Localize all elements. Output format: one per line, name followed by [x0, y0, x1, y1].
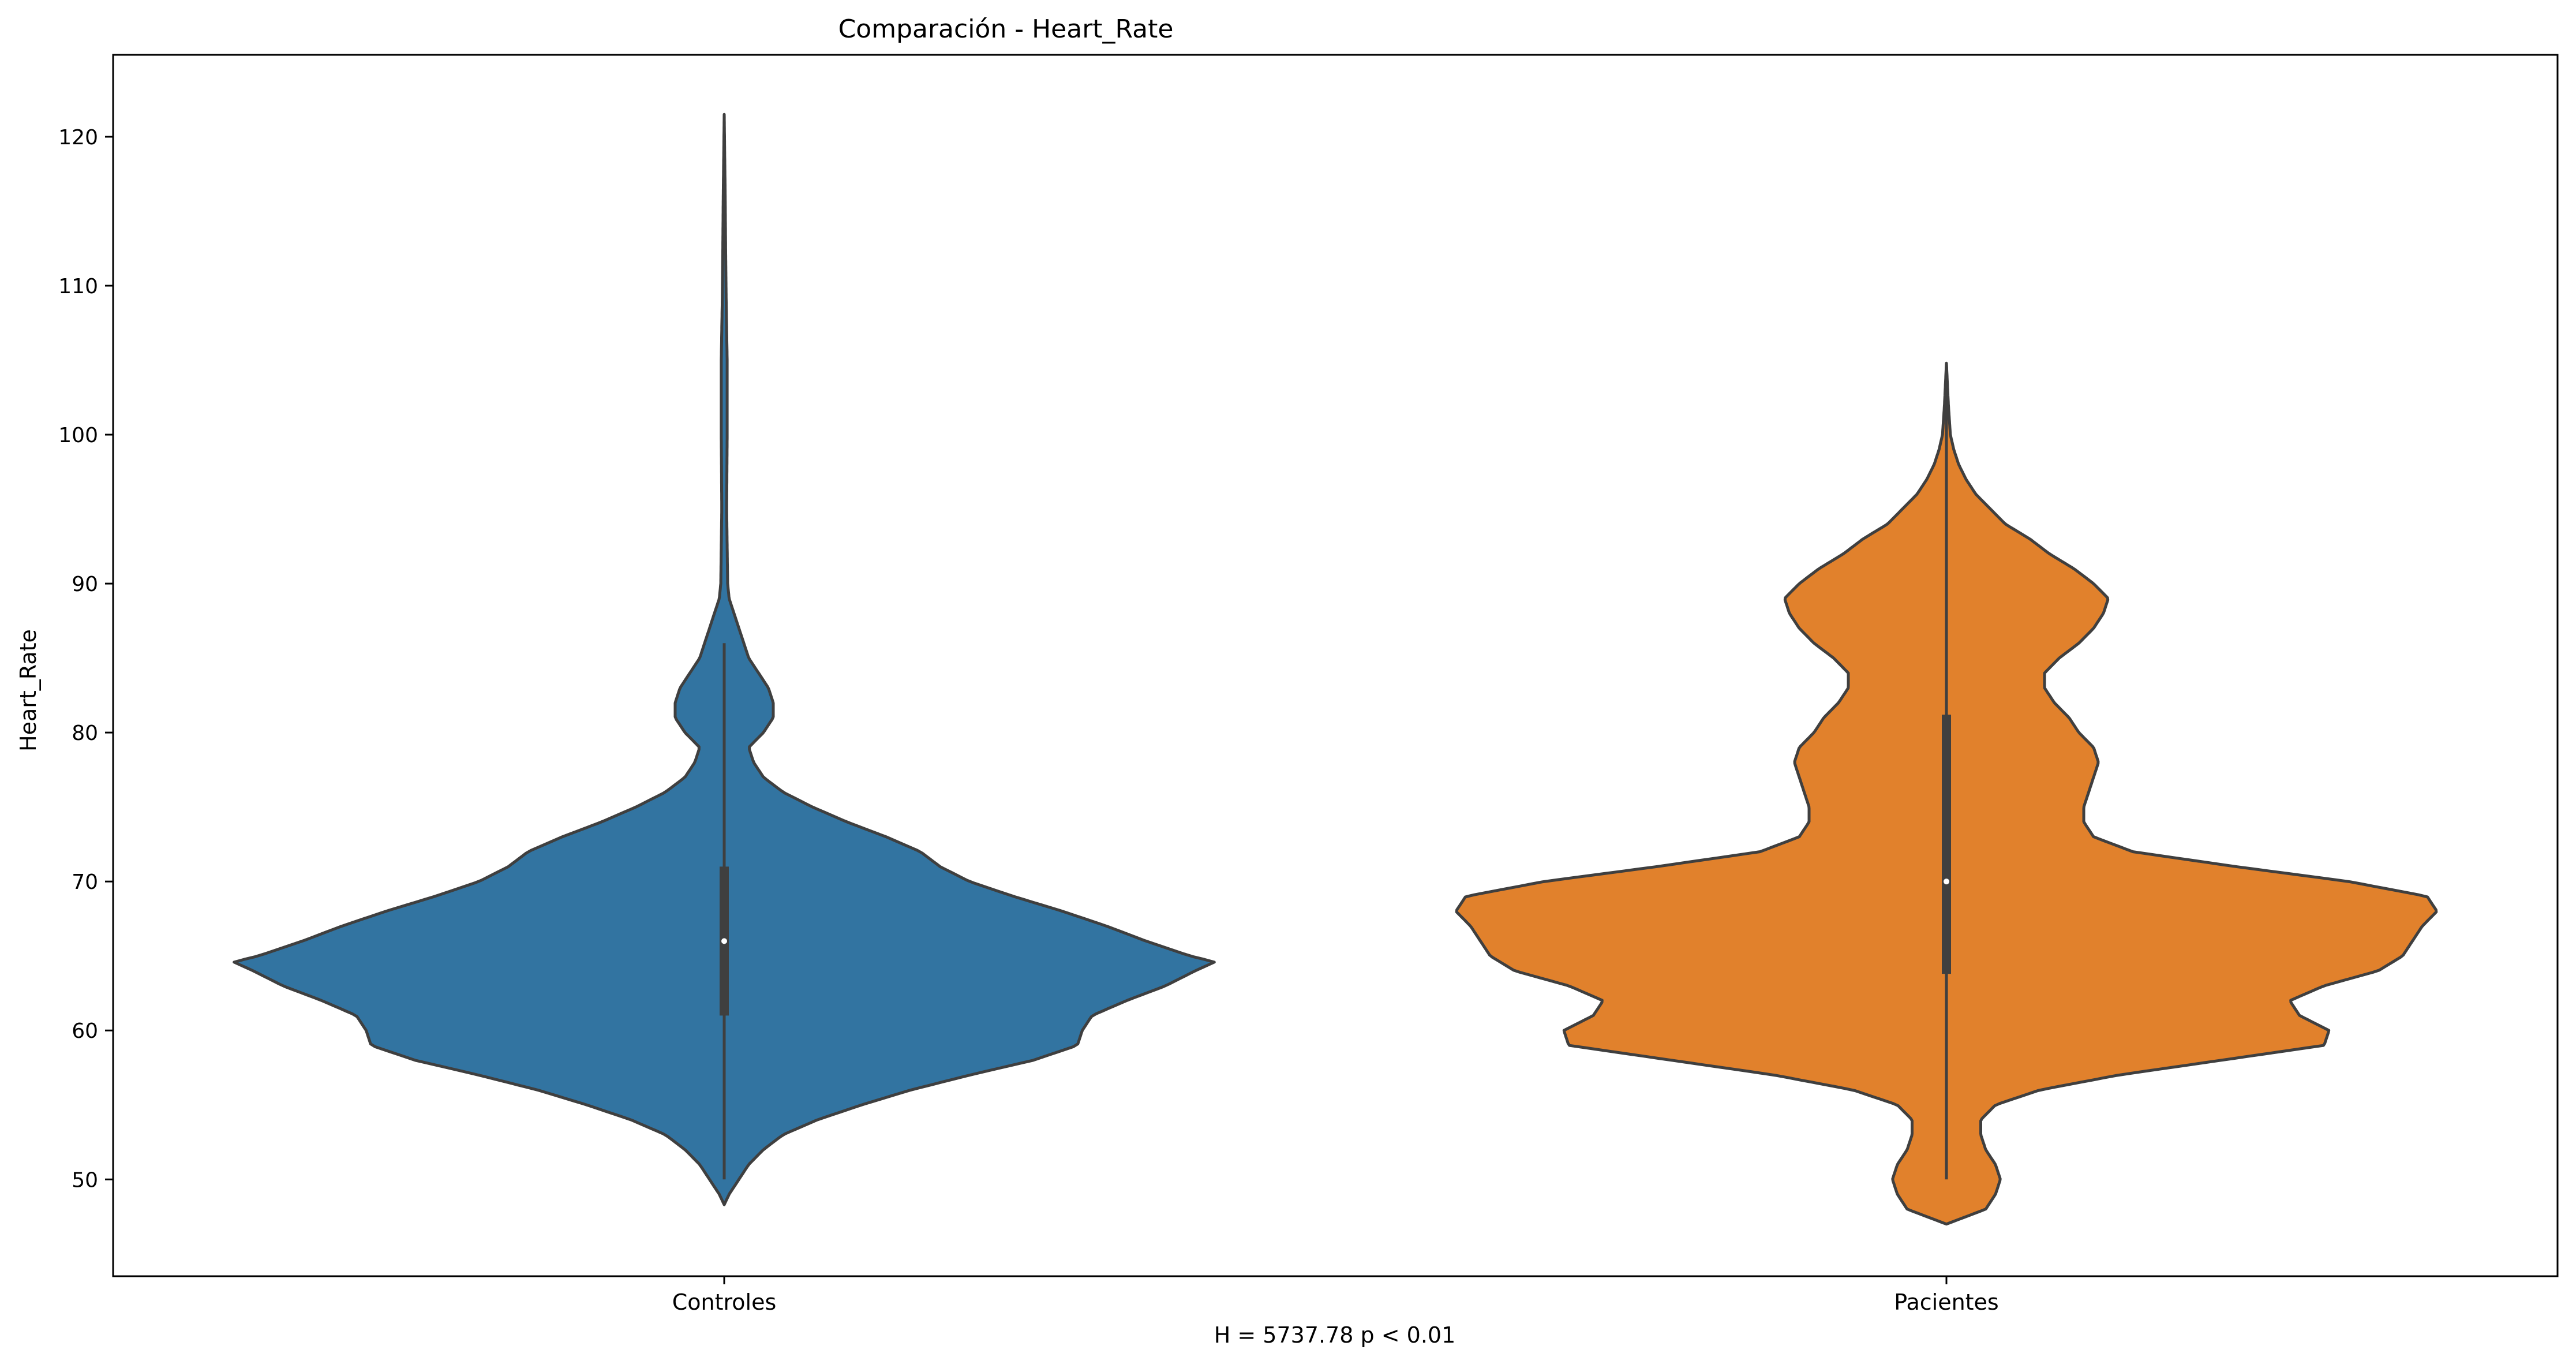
iqr-box-pacientes: [1942, 715, 1951, 974]
y-axis-label: Heart_Rate: [16, 629, 41, 752]
x-tick-label: Controles: [672, 1289, 777, 1315]
y-tick-label: 120: [58, 126, 98, 149]
y-tick-label: 60: [72, 1019, 98, 1043]
median-marker-pacientes: [1944, 879, 1949, 885]
y-tick-label: 80: [72, 722, 98, 745]
chart-title: Comparación - Heart_Rate: [838, 14, 1174, 44]
inner-box-layer: [720, 363, 1951, 1180]
y-axis: 50 60 70 80 90 100 110 120: [58, 126, 113, 1192]
median-marker-controles: [721, 938, 727, 944]
y-tick-label: 50: [72, 1168, 98, 1192]
x-axis-label: H = 5737.78 p < 0.01: [1214, 1322, 1456, 1348]
y-tick-label: 110: [58, 275, 98, 298]
y-tick-label: 70: [72, 870, 98, 894]
x-tick-label: Pacientes: [1894, 1289, 1998, 1315]
x-axis: Controles Pacientes: [672, 1276, 1999, 1315]
plot-frame: [112, 54, 2559, 1277]
y-tick-label: 100: [58, 424, 98, 447]
y-tick-label: 90: [72, 573, 98, 596]
